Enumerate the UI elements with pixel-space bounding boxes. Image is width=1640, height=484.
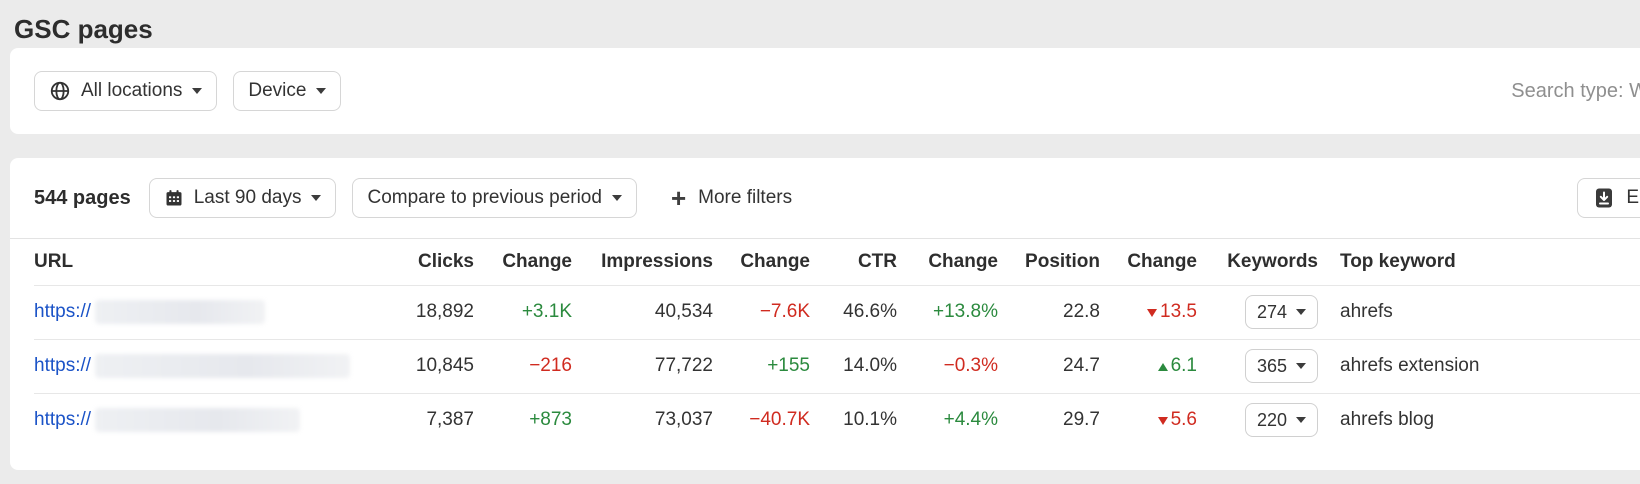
url-cell: https:// xyxy=(10,300,410,324)
chevron-down-icon xyxy=(1296,363,1306,369)
locations-filter-button[interactable]: All locations xyxy=(34,71,218,111)
url-link[interactable]: https:// xyxy=(34,355,92,376)
keywords-cell: 365 xyxy=(1197,349,1318,383)
ctr-change: −0.3% xyxy=(943,355,998,376)
impressions-value: 77,722 xyxy=(654,355,713,376)
page-title: GSC pages xyxy=(14,14,153,44)
table-toolbar: 544 pages Last 90 days Compare to previo… xyxy=(10,158,1640,238)
column-header-url: URL xyxy=(34,251,74,272)
url-redacted xyxy=(95,300,266,324)
clicks-change: −216 xyxy=(529,355,572,376)
chevron-down-icon xyxy=(1296,417,1306,423)
column-header-clicks: Clicks xyxy=(418,251,474,272)
globe-icon xyxy=(49,80,71,102)
url-redacted xyxy=(95,408,301,432)
more-filters-label: More filters xyxy=(698,187,793,208)
ctr-value: 10.1% xyxy=(843,409,897,430)
position-change: 6.1 xyxy=(1100,355,1197,377)
device-filter-button[interactable]: Device xyxy=(233,71,342,111)
position-value: 22.8 xyxy=(1063,301,1100,322)
compare-period-button[interactable]: Compare to previous period xyxy=(352,178,637,218)
plus-icon: + xyxy=(670,183,687,213)
device-filter-label: Device xyxy=(248,80,307,101)
clicks-change: +873 xyxy=(529,409,572,430)
chevron-down-icon xyxy=(1296,309,1306,315)
position-change: 13.5 xyxy=(1100,301,1197,323)
more-filters-button[interactable]: + More filters xyxy=(665,183,798,213)
chevron-down-icon xyxy=(311,195,322,201)
clicks-value: 7,387 xyxy=(426,409,474,430)
url-cell: https:// xyxy=(10,408,410,432)
keywords-dropdown[interactable]: 274 xyxy=(1244,295,1318,329)
keywords-dropdown[interactable]: 365 xyxy=(1244,349,1318,383)
url-cell: https:// xyxy=(10,354,410,378)
column-header-top-keyword: Top keyword xyxy=(1340,251,1456,272)
keywords-dropdown[interactable]: 220 xyxy=(1244,403,1318,437)
url-link[interactable]: https:// xyxy=(34,409,92,430)
top-keyword: ahrefs xyxy=(1340,301,1393,322)
url-redacted xyxy=(95,354,351,378)
top-keyword: ahrefs blog xyxy=(1340,409,1435,430)
clicks-value: 18,892 xyxy=(415,301,474,322)
search-type-label: Search type: W xyxy=(1511,79,1640,102)
calendar-icon xyxy=(164,188,184,208)
chevron-down-icon xyxy=(316,88,327,94)
column-header-keywords: Keywords xyxy=(1227,251,1318,272)
column-header-change: Change xyxy=(1127,251,1197,272)
date-range-button[interactable]: Last 90 days xyxy=(148,178,337,218)
table-header-row: URL Clicks Change Impressions Change CTR Chang… xyxy=(10,238,1640,285)
triangle-up-icon xyxy=(1157,363,1168,371)
keywords-cell: 220 xyxy=(1197,403,1318,437)
triangle-down-icon xyxy=(1157,417,1168,425)
clicks-change: +3.1K xyxy=(521,301,572,322)
keywords-count: 274 xyxy=(1256,301,1287,322)
export-button[interactable]: E xyxy=(1577,178,1640,218)
chevron-down-icon xyxy=(611,195,622,201)
keywords-cell: 274 xyxy=(1197,295,1318,329)
column-header-position: Position xyxy=(1025,251,1100,272)
column-header-change: Change xyxy=(928,251,998,272)
date-range-label: Last 90 days xyxy=(193,187,302,208)
column-header-change: Change xyxy=(502,251,572,272)
table-body: https:// 18,892 +3.1K 40,534 −7.6K 46.6% +13.8… xyxy=(10,285,1640,447)
locations-filter-label: All locations xyxy=(81,80,183,101)
compare-period-label: Compare to previous period xyxy=(367,187,602,208)
keywords-count: 220 xyxy=(1256,409,1287,430)
table-row: https:// 10,845 −216 77,722 +155 14.0% −0.3% 24… xyxy=(10,339,1640,393)
position-value: 24.7 xyxy=(1063,355,1100,376)
keywords-count: 365 xyxy=(1256,355,1287,376)
ctr-change: +13.8% xyxy=(933,301,998,322)
ctr-value: 14.0% xyxy=(843,355,897,376)
top-keyword: ahrefs extension xyxy=(1340,355,1480,376)
clicks-value: 10,845 xyxy=(415,355,474,376)
position-change: 5.6 xyxy=(1100,409,1197,431)
filter-bar: All locations Device Search type: W xyxy=(10,48,1640,134)
table-row: https:// 18,892 +3.1K 40,534 −7.6K 46.6% +13.8… xyxy=(10,285,1640,339)
url-link[interactable]: https:// xyxy=(34,301,92,322)
impressions-value: 40,534 xyxy=(654,301,713,322)
triangle-down-icon xyxy=(1147,309,1158,317)
impressions-change: −40.7K xyxy=(749,409,810,430)
pages-table-card: 544 pages Last 90 days Compare to previo… xyxy=(10,158,1640,470)
column-header-change: Change xyxy=(740,251,810,272)
ctr-value: 46.6% xyxy=(843,301,897,322)
position-value: 29.7 xyxy=(1063,409,1100,430)
column-header-ctr: CTR xyxy=(857,251,897,272)
pages-count: 544 pages xyxy=(34,186,131,209)
impressions-change: −7.6K xyxy=(759,301,810,322)
ctr-change: +4.4% xyxy=(943,409,998,430)
column-header-impressions: Impressions xyxy=(601,251,713,272)
export-file-icon xyxy=(1592,186,1616,210)
table-row: https:// 7,387 +873 73,037 −40.7K 10.1% +4.4% 2… xyxy=(10,393,1640,447)
export-label: E xyxy=(1626,187,1639,208)
impressions-value: 73,037 xyxy=(654,409,713,430)
chevron-down-icon xyxy=(192,88,203,94)
impressions-change: +155 xyxy=(767,355,810,376)
